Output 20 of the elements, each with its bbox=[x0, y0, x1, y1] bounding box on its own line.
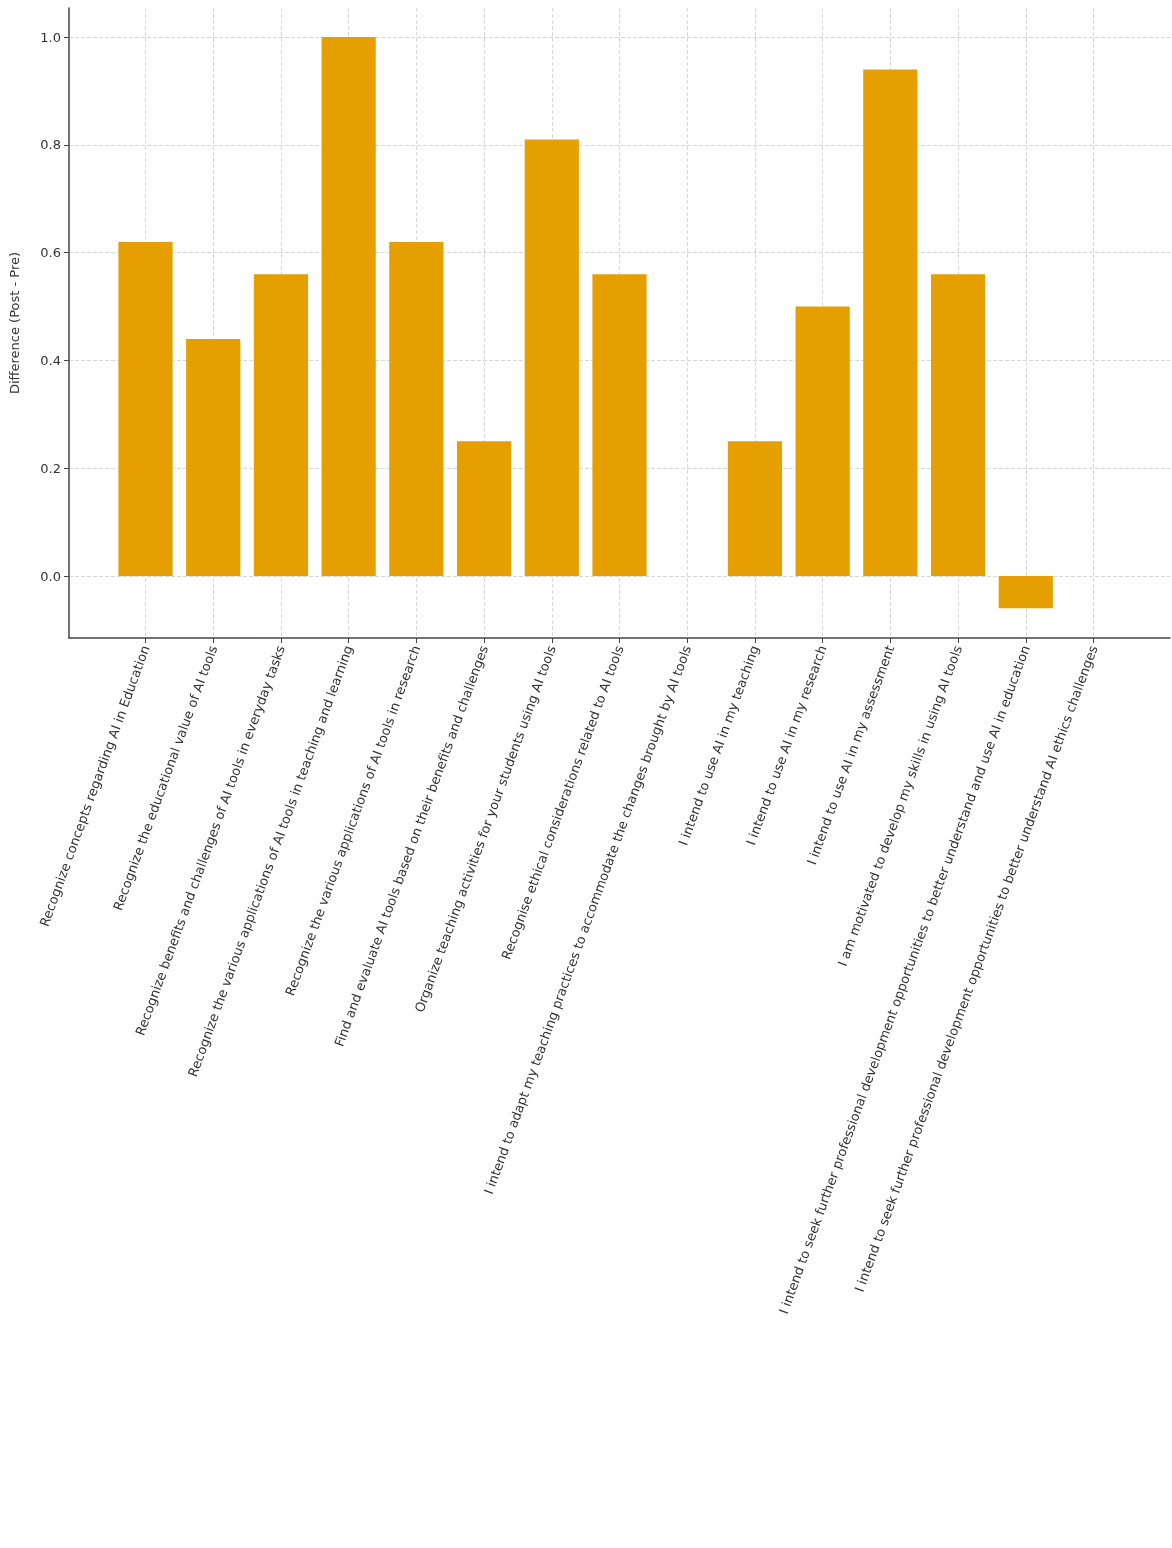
bar bbox=[863, 69, 918, 577]
bar bbox=[253, 274, 309, 577]
bar bbox=[592, 274, 647, 577]
bar bbox=[321, 37, 376, 577]
bar bbox=[998, 576, 1053, 609]
bar bbox=[727, 441, 783, 577]
y-tick-label: 0.6 bbox=[40, 245, 61, 261]
bar bbox=[118, 241, 173, 577]
bar bbox=[186, 338, 241, 577]
bar bbox=[795, 306, 850, 577]
y-axis-title: Difference (Post - Pre) bbox=[7, 251, 22, 395]
bar bbox=[389, 241, 444, 577]
bar bbox=[456, 441, 512, 577]
y-tick-label: 0.8 bbox=[40, 137, 61, 153]
bar bbox=[930, 274, 986, 577]
y-tick-label: 1.0 bbox=[40, 29, 61, 45]
bar bbox=[524, 139, 579, 577]
y-tick-label: 0.4 bbox=[40, 352, 61, 368]
y-tick-label: 0.2 bbox=[40, 460, 61, 476]
y-tick-label: 0.0 bbox=[40, 568, 61, 584]
